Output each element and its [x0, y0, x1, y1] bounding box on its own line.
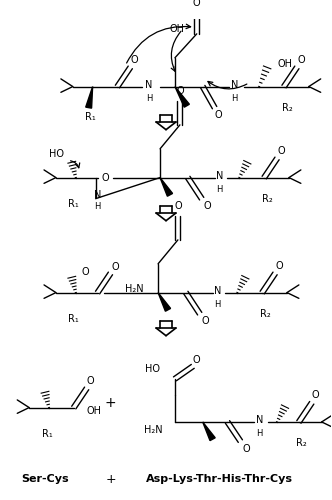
Text: O: O: [174, 202, 182, 211]
Text: H: H: [94, 202, 101, 211]
Text: R₁: R₁: [42, 430, 52, 440]
Text: O: O: [112, 262, 119, 272]
Text: Asp-Lys-Thr-His-Thr-Cys: Asp-Lys-Thr-His-Thr-Cys: [146, 474, 293, 484]
Text: N: N: [231, 80, 238, 90]
Text: H: H: [231, 94, 238, 102]
Text: Ser-Cys: Ser-Cys: [21, 474, 69, 484]
Text: N: N: [94, 190, 101, 200]
Polygon shape: [158, 292, 171, 311]
Text: H₂N: H₂N: [124, 284, 143, 294]
Text: H: H: [214, 300, 221, 308]
Text: H: H: [216, 184, 223, 194]
Text: O: O: [275, 261, 283, 271]
Polygon shape: [86, 86, 93, 108]
Text: R₁: R₁: [85, 112, 96, 122]
Text: O: O: [312, 390, 319, 400]
Text: H: H: [146, 94, 152, 102]
Text: O: O: [193, 0, 201, 8]
Text: O: O: [277, 146, 285, 156]
Text: OH: OH: [277, 58, 292, 68]
Text: R₂: R₂: [296, 438, 307, 448]
Text: O: O: [242, 444, 250, 454]
Text: O: O: [102, 172, 109, 182]
Text: O: O: [87, 376, 94, 386]
Text: O: O: [215, 110, 222, 120]
Text: R₂: R₂: [260, 308, 271, 318]
Polygon shape: [175, 86, 189, 107]
Text: R₁: R₁: [68, 314, 79, 324]
Text: OH: OH: [170, 24, 185, 34]
Text: N: N: [145, 80, 153, 90]
Text: H: H: [256, 429, 262, 438]
Text: R₁: R₁: [68, 200, 79, 209]
Text: OH: OH: [87, 406, 102, 416]
Polygon shape: [160, 178, 173, 196]
Text: N: N: [216, 170, 223, 180]
Text: HO: HO: [145, 364, 160, 374]
Text: N: N: [214, 286, 221, 296]
Text: N: N: [256, 415, 263, 425]
Text: O: O: [130, 54, 138, 64]
Text: O: O: [297, 54, 305, 64]
Text: +: +: [105, 396, 116, 410]
Text: H₂N: H₂N: [144, 424, 163, 434]
Text: O: O: [82, 266, 90, 276]
Polygon shape: [203, 422, 215, 440]
Text: HO: HO: [49, 148, 64, 158]
Text: O: O: [202, 316, 209, 326]
Text: O: O: [204, 202, 211, 211]
Text: O: O: [193, 354, 201, 364]
Text: R₂: R₂: [262, 194, 273, 203]
Text: R₂: R₂: [282, 102, 292, 113]
Text: +: +: [105, 473, 116, 486]
Text: O: O: [176, 86, 184, 97]
